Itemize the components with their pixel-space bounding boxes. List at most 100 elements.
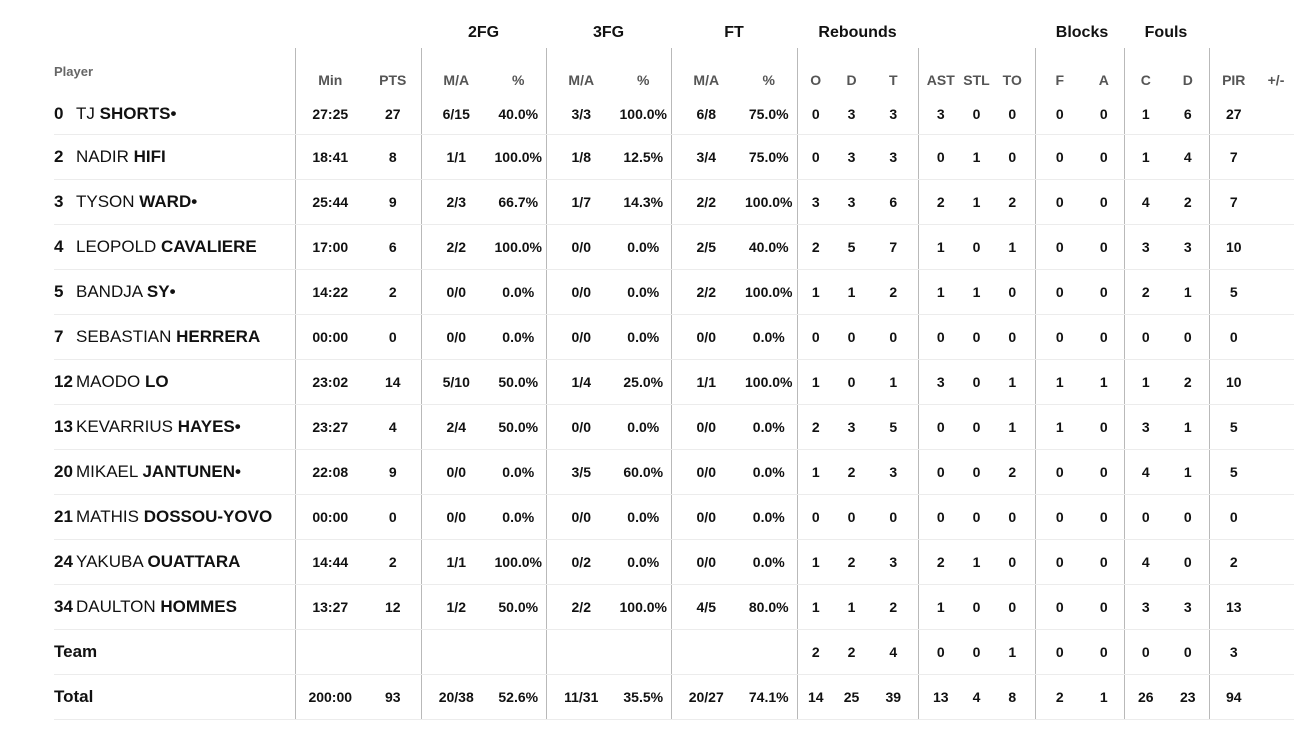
player-cell[interactable]: 0 TJ SHORTS• xyxy=(54,94,295,135)
stat-foul-d: 0 xyxy=(1167,539,1209,585)
stat-reb-d: 0 xyxy=(834,359,869,405)
table-row[interactable]: 21 MATHIS DOSSOU-YOVO 00:00 0 0/0 0.0% 0/0 0.0%… xyxy=(54,494,1294,540)
starter-dot-icon: • xyxy=(191,191,198,211)
stat-to: 0 xyxy=(990,94,1035,135)
stat-pm xyxy=(1258,449,1294,495)
player-cell[interactable]: 34 DAULTON HOMMES xyxy=(54,584,295,630)
stat-stl: 0 xyxy=(963,224,990,270)
jersey-number: 3 xyxy=(54,191,64,211)
stat-fg3-pct: 100.0% xyxy=(616,94,671,135)
stat-reb-d: 0 xyxy=(834,314,869,360)
table-row[interactable]: 34 DAULTON HOMMES 13:27 12 1/2 50.0% 2/2 100.0%… xyxy=(54,584,1294,630)
stat-fg2-ma: 2/2 xyxy=(420,224,491,270)
stat-ast: 0 xyxy=(917,449,963,495)
stat-foul-c: 3 xyxy=(1123,584,1167,630)
stat-min: 17:00 xyxy=(294,224,365,270)
stat-reb-d: 2 xyxy=(834,449,869,495)
stat-ft-ma: 0/0 xyxy=(670,449,741,495)
stat-to: 1 xyxy=(990,224,1035,270)
stat-stl: 1 xyxy=(963,134,990,180)
stat-ast: 13 xyxy=(917,674,963,720)
stat-fg2-ma: 2/4 xyxy=(420,404,491,450)
stat-fg2-pct: 52.6% xyxy=(491,674,546,720)
stat-reb-d: 3 xyxy=(834,404,869,450)
table-row[interactable]: 3 TYSON WARD• 25:44 9 2/3 66.7% 1/7 14.3% 2/2 100… xyxy=(54,179,1294,225)
stat-reb-o: 1 xyxy=(796,269,834,315)
table-row[interactable]: 0 TJ SHORTS• 27:25 27 6/15 40.0% 3/3 100.0% 6/8 7… xyxy=(54,94,1294,135)
stat-reb-d: 1 xyxy=(834,269,869,315)
stat-pts: 9 xyxy=(365,179,421,225)
jersey-number: 24 xyxy=(54,551,73,571)
group-header-ft: FT xyxy=(724,24,744,41)
stat-fg2-ma: 5/10 xyxy=(420,359,491,405)
stat-pts: 27 xyxy=(365,94,421,135)
stat-fg3-ma: 2/2 xyxy=(545,584,616,630)
table-row[interactable]: 7 SEBASTIAN HERRERA 00:00 0 0/0 0.0% 0/0 0.0% 0/… xyxy=(54,314,1294,360)
stat-fg2-ma: 6/15 xyxy=(420,94,491,135)
stat-foul-d: 1 xyxy=(1167,404,1209,450)
player-cell[interactable]: 12 MAODO LO xyxy=(54,359,295,405)
stat-pir: 13 xyxy=(1208,584,1258,630)
player-last-name: CAVALIERE xyxy=(161,236,257,256)
player-first-name: TJ xyxy=(76,103,95,123)
player-first-name: LEOPOLD xyxy=(76,236,157,256)
table-row[interactable]: 12 MAODO LO 23:02 14 5/10 50.0% 1/4 25.0% 1/1 100… xyxy=(54,359,1294,405)
table-body: 0 TJ SHORTS• 27:25 27 6/15 40.0% 3/3 100.0% 6/8 7… xyxy=(54,94,1294,720)
table-row[interactable]: 24 YAKUBA OUATTARA 14:44 2 1/1 100.0% 0/2 0.0% 0… xyxy=(54,539,1294,585)
stat-reb-t: 4 xyxy=(869,629,918,675)
player-cell[interactable]: 24 YAKUBA OUATTARA xyxy=(54,539,295,585)
table-row[interactable]: 2 NADIR HIFI 18:41 8 1/1 100.0% 1/8 12.5% 3/4 75.… xyxy=(54,134,1294,180)
table-row[interactable]: 5 BANDJA SY• 14:22 2 0/0 0.0% 0/0 0.0% 2/2 100.0%… xyxy=(54,269,1294,315)
player-cell[interactable]: 13 KEVARRIUS HAYES• xyxy=(54,404,295,450)
stat-to: 8 xyxy=(990,674,1035,720)
stat-foul-d: 1 xyxy=(1167,449,1209,495)
player-cell[interactable]: 21 MATHIS DOSSOU-YOVO xyxy=(54,494,295,540)
stat-fg3-pct xyxy=(616,629,671,675)
col-header-blk-a: A xyxy=(1098,72,1109,88)
group-header-fouls: Fouls xyxy=(1144,24,1188,41)
player-cell[interactable]: 5 BANDJA SY• xyxy=(54,269,295,315)
table-row[interactable]: 13 KEVARRIUS HAYES• 23:27 4 2/4 50.0% 0/0 0.0% 0… xyxy=(54,404,1294,450)
player-cell[interactable]: 4 LEOPOLD CAVALIERE xyxy=(54,224,295,270)
col-header-pir: PIR xyxy=(1208,48,1258,94)
stat-reb-d: 1 xyxy=(834,584,869,630)
stat-ft-pct: 0.0% xyxy=(741,404,797,450)
stat-reb-t: 0 xyxy=(869,494,918,540)
stat-fg2-pct: 40.0% xyxy=(491,94,546,135)
player-last-name: SY xyxy=(146,281,170,301)
stat-blk-a: 0 xyxy=(1084,314,1124,360)
table-row[interactable]: 4 LEOPOLD CAVALIERE 17:00 6 2/2 100.0% 0/0 0.0%… xyxy=(54,224,1294,270)
stat-blk-f: 0 xyxy=(1034,584,1084,630)
player-cell[interactable]: 2 NADIR HIFI xyxy=(54,134,295,180)
stat-ft-ma: 2/2 xyxy=(670,269,741,315)
stat-to: 1 xyxy=(990,359,1035,405)
stat-blk-a: 0 xyxy=(1084,584,1124,630)
stat-blk-a: 0 xyxy=(1084,629,1124,675)
stat-pir: 10 xyxy=(1208,224,1258,270)
stat-fg2-pct: 100.0% xyxy=(491,539,546,585)
player-last-name: HOMMES xyxy=(160,596,237,616)
stat-blk-a: 0 xyxy=(1084,494,1124,540)
player-cell[interactable]: 7 SEBASTIAN HERRERA xyxy=(54,314,295,360)
stat-blk-f: 0 xyxy=(1034,179,1084,225)
player-cell[interactable]: 20 MIKAEL JANTUNEN• xyxy=(54,449,295,495)
stat-reb-o: 1 xyxy=(796,359,834,405)
stat-ft-pct: 0.0% xyxy=(741,494,797,540)
stat-to: 1 xyxy=(990,629,1035,675)
stat-ft-pct: 40.0% xyxy=(741,224,797,270)
player-cell[interactable]: 3 TYSON WARD• xyxy=(54,179,295,225)
col-header-pts: PTS xyxy=(379,72,407,88)
stat-foul-c: 0 xyxy=(1123,494,1167,540)
stat-reb-d: 2 xyxy=(834,629,869,675)
stat-min: 00:00 xyxy=(294,314,365,360)
stat-reb-o: 2 xyxy=(796,629,834,675)
stat-ft-ma: 4/5 xyxy=(670,584,741,630)
stat-ast: 2 xyxy=(917,539,963,585)
stat-to: 0 xyxy=(990,269,1035,315)
stat-fg3-ma: 3/5 xyxy=(545,449,616,495)
table-row[interactable]: 20 MIKAEL JANTUNEN• 22:08 9 0/0 0.0% 3/5 60.0% 0… xyxy=(54,449,1294,495)
stat-foul-d: 6 xyxy=(1167,94,1209,135)
stat-foul-c: 4 xyxy=(1123,179,1167,225)
column-header-row: Player Min PTS M/A % M/A % M/A % O D T A… xyxy=(54,48,1294,94)
stat-foul-d: 3 xyxy=(1167,584,1209,630)
